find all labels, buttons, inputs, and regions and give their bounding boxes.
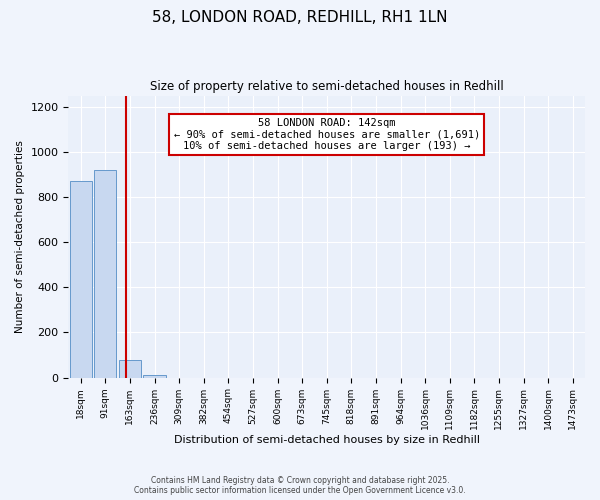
Text: Contains HM Land Registry data © Crown copyright and database right 2025.
Contai: Contains HM Land Registry data © Crown c… [134,476,466,495]
X-axis label: Distribution of semi-detached houses by size in Redhill: Distribution of semi-detached houses by … [174,435,480,445]
Text: 58 LONDON ROAD: 142sqm
← 90% of semi-detached houses are smaller (1,691)
10% of : 58 LONDON ROAD: 142sqm ← 90% of semi-det… [173,118,480,152]
Title: Size of property relative to semi-detached houses in Redhill: Size of property relative to semi-detach… [150,80,503,93]
Bar [119,360,141,378]
Text: 58, LONDON ROAD, REDHILL, RH1 1LN: 58, LONDON ROAD, REDHILL, RH1 1LN [152,10,448,25]
Bar [94,170,116,378]
Y-axis label: Number of semi-detached properties: Number of semi-detached properties [15,140,25,333]
Bar [70,182,92,378]
Bar [143,376,166,378]
